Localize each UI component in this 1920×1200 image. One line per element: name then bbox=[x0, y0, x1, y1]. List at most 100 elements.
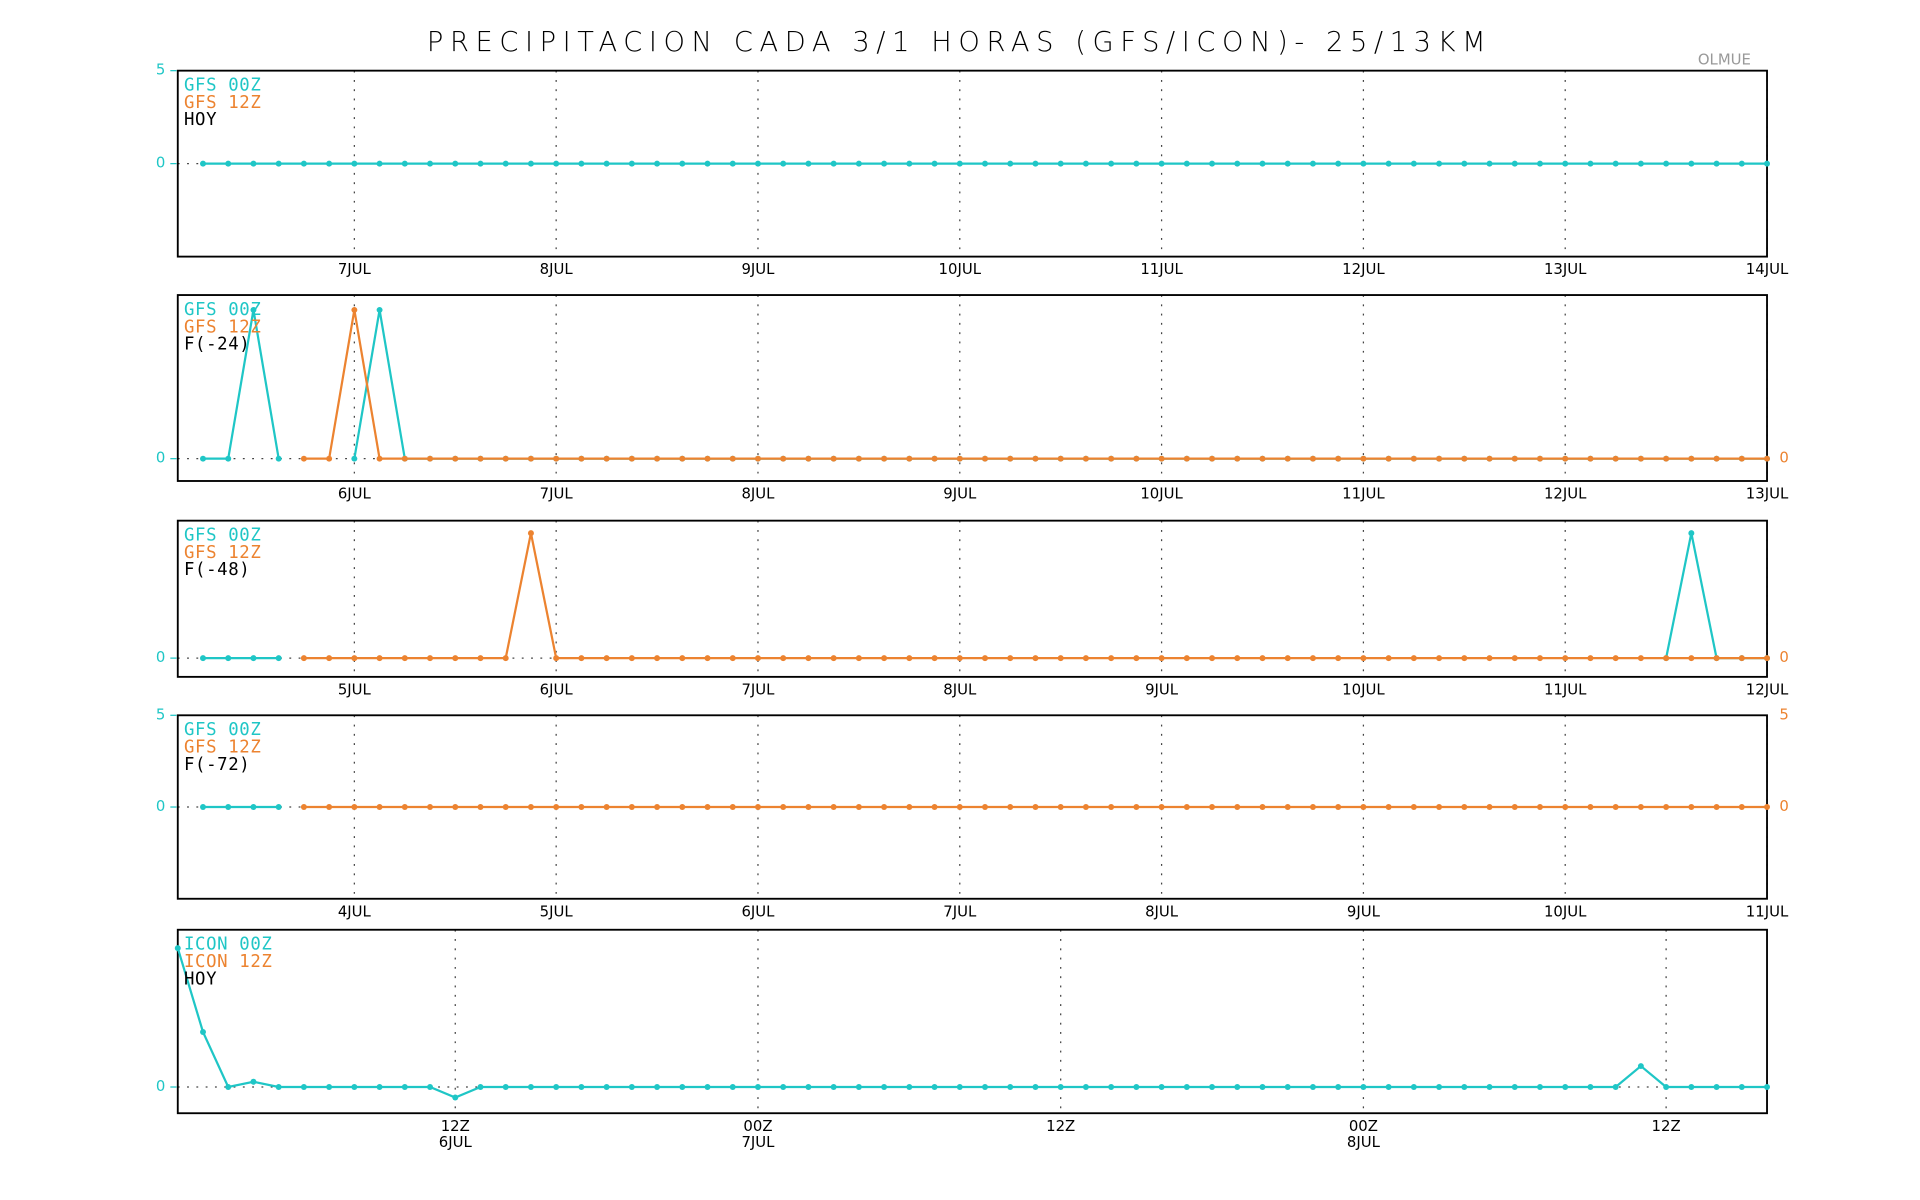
data-point bbox=[679, 655, 686, 662]
x-tick-label: 10JUL bbox=[1342, 680, 1385, 698]
y2-tick-label: 5 bbox=[1779, 705, 1788, 723]
x-tick-date: 7JUL bbox=[741, 1133, 775, 1151]
data-point bbox=[1158, 160, 1165, 167]
data-point bbox=[578, 160, 585, 167]
data-point bbox=[1183, 655, 1190, 662]
data-point bbox=[1663, 804, 1670, 810]
data-point bbox=[603, 1084, 610, 1090]
data-point bbox=[250, 160, 257, 167]
data-point bbox=[729, 1084, 736, 1090]
data-point bbox=[427, 455, 434, 462]
data-point bbox=[1259, 455, 1266, 462]
x-tick-label: 12Z bbox=[1046, 1117, 1075, 1135]
data-point bbox=[1486, 455, 1493, 462]
y-tick-label: 0 bbox=[156, 154, 165, 172]
data-point bbox=[931, 1084, 938, 1090]
data-point bbox=[830, 804, 837, 810]
data-point bbox=[326, 655, 333, 662]
data-point bbox=[1738, 160, 1745, 167]
data-point bbox=[275, 160, 282, 167]
data-point bbox=[931, 804, 938, 810]
data-point bbox=[906, 1084, 913, 1090]
data-point bbox=[704, 655, 711, 662]
data-point bbox=[729, 455, 736, 462]
data-point bbox=[1461, 455, 1468, 462]
data-point bbox=[982, 655, 988, 662]
data-point bbox=[1360, 1084, 1367, 1090]
data-point bbox=[1259, 1084, 1266, 1090]
data-point bbox=[754, 160, 761, 167]
data-point bbox=[1007, 160, 1014, 167]
data-point bbox=[805, 1084, 812, 1090]
data-point bbox=[452, 804, 459, 810]
data-point bbox=[1587, 455, 1594, 462]
data-point bbox=[1385, 1084, 1392, 1090]
data-point bbox=[1209, 655, 1216, 662]
data-point bbox=[401, 160, 408, 167]
data-point bbox=[1335, 655, 1342, 662]
data-point bbox=[502, 804, 509, 810]
data-point bbox=[1461, 655, 1468, 662]
x-tick-label: 00Z bbox=[1349, 1117, 1378, 1135]
data-point bbox=[1461, 160, 1468, 167]
data-point bbox=[578, 455, 585, 462]
data-point bbox=[654, 655, 661, 662]
x-tick-label: 6JUL bbox=[540, 680, 574, 698]
y-tick-label: 0 bbox=[156, 797, 165, 815]
data-point bbox=[553, 160, 560, 167]
data-point bbox=[452, 1094, 459, 1101]
data-point bbox=[1764, 655, 1770, 662]
data-point bbox=[527, 530, 534, 537]
data-point bbox=[704, 804, 711, 810]
data-point bbox=[1688, 655, 1695, 662]
data-point bbox=[1410, 160, 1417, 167]
data-point bbox=[956, 455, 963, 462]
data-point bbox=[1183, 804, 1190, 810]
data-point bbox=[1234, 655, 1241, 662]
data-point bbox=[1057, 655, 1064, 662]
data-point bbox=[200, 160, 206, 167]
data-point bbox=[1335, 455, 1342, 462]
data-point bbox=[881, 804, 888, 810]
data-point bbox=[1007, 804, 1014, 810]
data-point bbox=[1537, 655, 1543, 662]
data-point bbox=[401, 455, 408, 462]
data-point bbox=[225, 655, 232, 662]
data-point bbox=[805, 160, 812, 167]
data-point bbox=[502, 655, 509, 662]
data-point bbox=[754, 804, 761, 810]
location-label: OLMUE bbox=[1698, 51, 1751, 69]
data-point bbox=[628, 1084, 635, 1090]
data-point bbox=[527, 804, 534, 810]
data-point bbox=[679, 804, 686, 810]
data-point bbox=[855, 804, 862, 810]
data-point bbox=[754, 655, 761, 662]
plot-frame bbox=[176, 294, 1768, 482]
data-point bbox=[1486, 804, 1493, 810]
data-point bbox=[351, 1084, 358, 1090]
data-point bbox=[578, 1084, 585, 1090]
data-point bbox=[780, 1084, 787, 1090]
data-point bbox=[1385, 455, 1392, 462]
data-point bbox=[578, 655, 585, 662]
data-point bbox=[1082, 160, 1089, 167]
data-point bbox=[326, 804, 333, 810]
legend-entry: GFS 12Z bbox=[184, 543, 261, 563]
data-point bbox=[578, 804, 585, 810]
data-point bbox=[200, 655, 206, 662]
plot-frame bbox=[176, 928, 1768, 1115]
data-point bbox=[729, 160, 736, 167]
data-point bbox=[401, 804, 408, 810]
data-point bbox=[906, 655, 913, 662]
data-point bbox=[830, 655, 837, 662]
x-tick-label: 8JUL bbox=[741, 485, 775, 503]
y-tick-label: 0 bbox=[156, 449, 165, 467]
x-tick-label: 8JUL bbox=[1145, 902, 1179, 920]
data-point bbox=[982, 455, 988, 462]
data-point bbox=[351, 455, 358, 462]
data-point bbox=[1738, 1084, 1745, 1090]
series-line bbox=[303, 532, 1768, 660]
data-point bbox=[527, 1084, 534, 1090]
data-point bbox=[1663, 655, 1670, 662]
